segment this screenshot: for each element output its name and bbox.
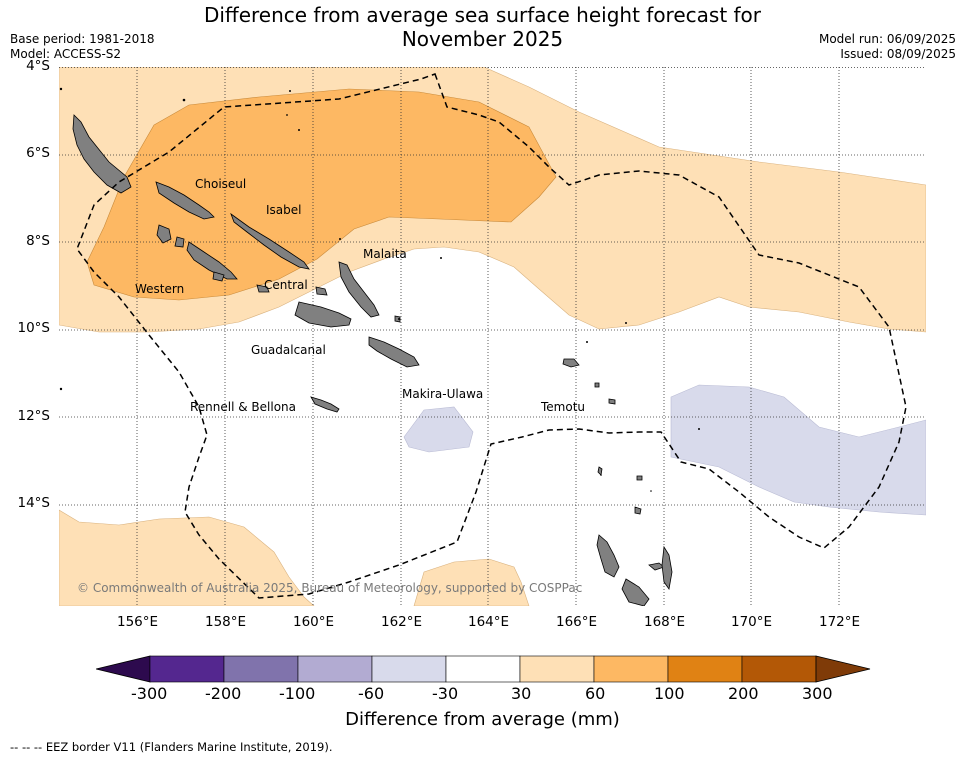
colorbar-tick: 60: [585, 684, 606, 703]
title-line-1: Difference from average sea surface heig…: [203, 3, 762, 27]
island-vanuatu-espiritu: [596, 534, 620, 578]
colorbar-tick: 300: [802, 684, 833, 703]
label-isabel: Isabel: [266, 203, 301, 217]
lon-label-168e: 168°E: [644, 614, 686, 630]
small-islets: [59, 87, 700, 492]
label-makira-ulawa: Makira-Ulawa: [402, 387, 483, 401]
lat-label-6s: 6°S: [26, 145, 50, 161]
island-new-georgia: [186, 241, 238, 280]
colorbar-tick: -100: [279, 684, 316, 703]
island-anuta: [636, 475, 643, 481]
label-malaita: Malaita: [363, 247, 407, 261]
island-vanuatu-malekula: [621, 578, 650, 606]
colorbar-bin-1: [149, 655, 225, 683]
anomaly-30-60-southwest: [59, 509, 315, 606]
colorbar-bin-9: [741, 655, 817, 683]
issued-date: Issued: 08/09/2025: [840, 47, 956, 61]
eez-border: [76, 73, 907, 599]
label-choiseul: Choiseul: [195, 177, 246, 191]
island-malaita: [338, 261, 380, 318]
island-russell: [315, 286, 328, 296]
label-temotu: Temotu: [540, 400, 585, 414]
anomaly-neg30-60-east: [670, 384, 926, 516]
lat-label-8s: 8°S: [26, 233, 50, 249]
sea-level-map: © Commonwealth of Australia 2025, Bureau…: [59, 67, 926, 606]
island-santa-cruz-1: [562, 358, 580, 368]
island-rennell: [310, 396, 340, 413]
island-bougainville: [72, 114, 132, 194]
copyright-text: © Commonwealth of Australia 2025, Bureau…: [77, 581, 582, 595]
island-rendova: [212, 271, 225, 282]
label-rennell-bellona: Rennell & Bellona: [190, 400, 296, 414]
colorbar-extend-low: [96, 655, 151, 683]
anomaly-neg30-60-west: [403, 406, 474, 453]
colorbar-bin-8: [667, 655, 743, 683]
anomaly-60-100: [86, 88, 557, 301]
model-name: Model: ACCESS-S2: [10, 47, 122, 61]
lat-label-12s: 12°S: [17, 408, 51, 424]
island-torres: [597, 466, 603, 476]
colorbar-title: Difference from average (mm): [345, 709, 620, 730]
eez-footnote: -- -- -- EEZ border V11 (Flanders Marine…: [10, 740, 333, 754]
lat-label-10s: 10°S: [17, 320, 51, 336]
land: [72, 114, 673, 606]
island-makira: [368, 336, 420, 368]
colorbar-extend-high: [815, 655, 871, 683]
anomaly-30-60-south: [413, 558, 530, 606]
colorbar-bin-4: [371, 655, 447, 683]
lon-label-160e: 160°E: [293, 614, 335, 630]
colorbar-bin-3: [297, 655, 373, 683]
lat-label-4s: 4°S: [26, 58, 50, 74]
lat-label-14s: 14°S: [17, 495, 51, 511]
island-vella-lavella: [156, 224, 172, 244]
lon-label-170e: 170°E: [731, 614, 773, 630]
lon-label-162e: 162°E: [381, 614, 423, 630]
label-western: Western: [135, 282, 184, 296]
title-line-2: November 2025: [401, 27, 564, 51]
colorbar-tick: -30: [432, 684, 459, 703]
colorbar-tick: 30: [511, 684, 532, 703]
colorbar-bin-7: [593, 655, 669, 683]
label-central: Central: [264, 278, 308, 292]
meta-right: Model run: 06/09/2025 Issued: 08/09/2025: [819, 32, 956, 62]
island-reef-islands: [608, 398, 616, 405]
lon-label-172e: 172°E: [819, 614, 861, 630]
lon-label-166e: 166°E: [556, 614, 598, 630]
island-santa-cruz-2: [594, 382, 600, 388]
island-kolombangara: [174, 236, 185, 248]
island-ulawa: [394, 315, 401, 323]
island-isabel: [230, 212, 310, 270]
colorbar-tick: -60: [358, 684, 385, 703]
lon-label-158e: 158°E: [205, 614, 247, 630]
base-period: Base period: 1981-2018: [10, 32, 155, 46]
colorbar-bin-6: [519, 655, 595, 683]
island-guadalcanal: [294, 301, 352, 328]
colorbar-tick: -300: [131, 684, 168, 703]
chart-title: Difference from average sea surface heig…: [0, 3, 965, 51]
colorbar: [96, 655, 871, 685]
island-choiseul: [155, 181, 215, 220]
colorbar-tick: 200: [728, 684, 759, 703]
meta-left: Base period: 1981-2018 Model: ACCESS-S2: [10, 32, 155, 62]
colorbar-bin-2: [223, 655, 299, 683]
island-florida: [256, 284, 270, 293]
gridlines: [59, 67, 926, 606]
lon-label-164e: 164°E: [468, 614, 510, 630]
colorbar-tick: -200: [205, 684, 242, 703]
colorbar-bin-5: [445, 655, 521, 683]
lon-label-156e: 156°E: [117, 614, 159, 630]
island-vanuatu-pentecost: [661, 545, 673, 591]
label-guadalcanal: Guadalcanal: [251, 343, 326, 357]
island-banks: [634, 506, 642, 515]
model-run: Model run: 06/09/2025: [818, 32, 956, 46]
colorbar-tick: 100: [654, 684, 685, 703]
